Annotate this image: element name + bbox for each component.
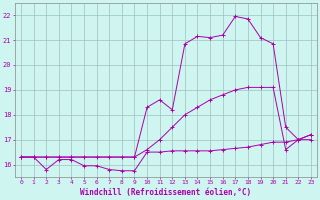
X-axis label: Windchill (Refroidissement éolien,°C): Windchill (Refroidissement éolien,°C) xyxy=(80,188,252,197)
